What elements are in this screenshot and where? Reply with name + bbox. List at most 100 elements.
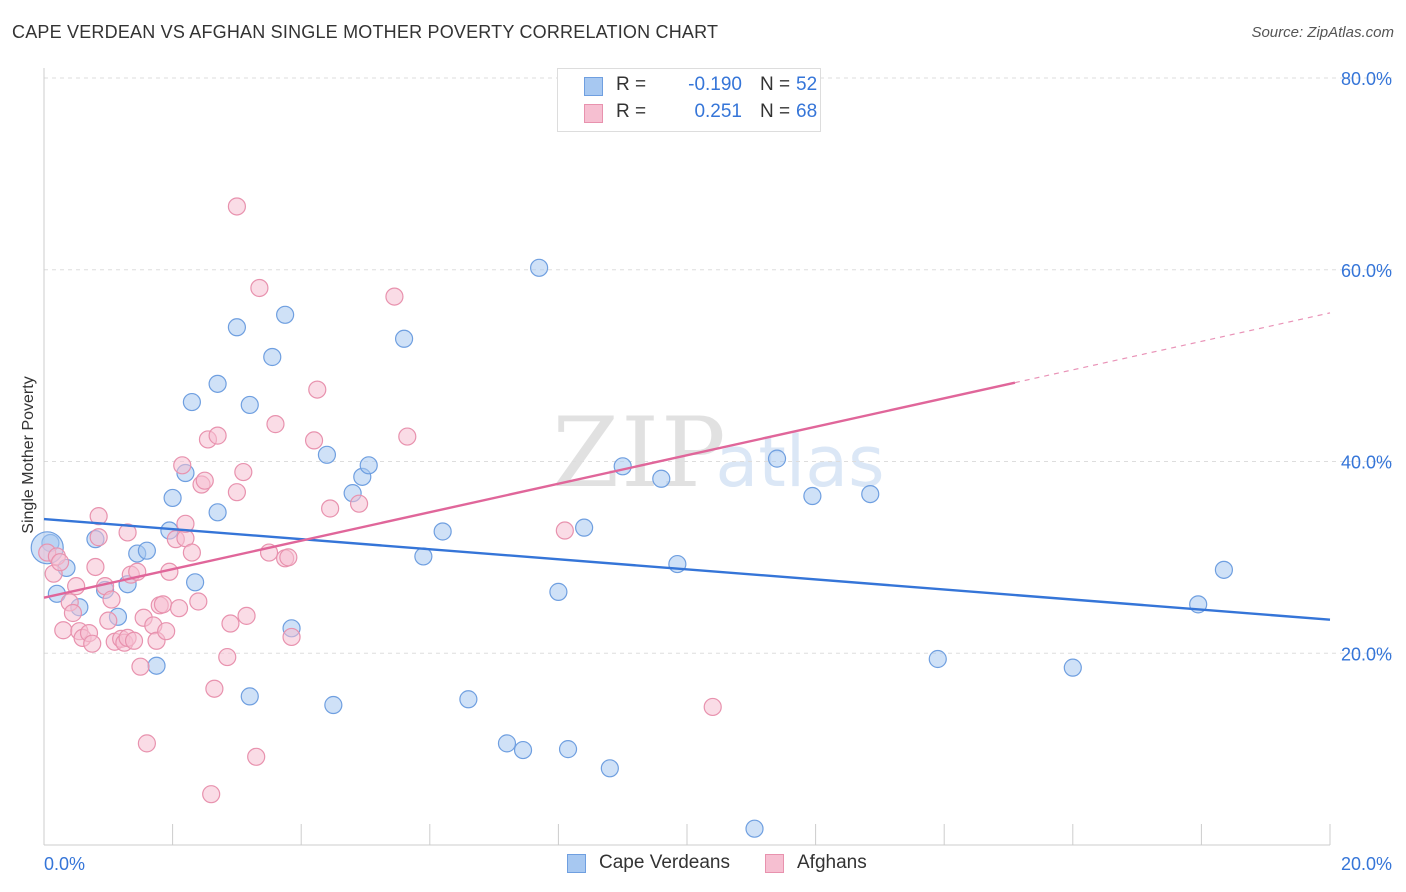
point-afghan [169,599,189,618]
point-cape-verdean [227,318,246,337]
point-cape-verdean [208,374,227,393]
x-tick-label: 0.0% [44,854,85,874]
point-cape-verdean [137,541,156,560]
point-afghan [176,514,195,533]
point-afghan [321,499,340,518]
point-cape-verdean [1214,560,1234,579]
point-afghan [237,606,256,625]
point-afghan [124,631,144,650]
point-afghan [50,553,70,572]
point-afghan [227,197,246,216]
point-afghan [208,426,227,445]
point-cape-verdean [263,347,282,367]
point-cape-verdean [767,449,787,468]
point-afghan [173,456,192,475]
point-afghan [227,483,246,502]
point-afghan [86,557,105,577]
point-cape-verdean [575,518,594,537]
point-cape-verdean [1063,658,1082,677]
point-afghan [63,603,83,623]
point-cape-verdean [324,695,343,715]
y-tick-label: 40.0% [1341,453,1392,473]
point-afghan [266,415,285,434]
point-cape-verdean [394,329,414,348]
point-afghan [218,647,237,667]
r-value: -0.190 [688,74,742,95]
point-cape-verdean [147,656,166,675]
stats-box: R = -0.190 N = 52 R = 0.251 N = 68 [557,68,821,132]
trendline-afghans-extension [1014,312,1331,384]
point-afghan [250,278,269,298]
point-afghan [157,622,176,641]
point-cape-verdean [861,484,880,504]
point-afghan [89,528,108,547]
tick-labels: 20.0% 40.0% 60.0% 80.0% 0.0% 20.0% [44,69,1392,874]
n-value: 52 [796,74,818,95]
y-tick-label: 60.0% [1341,261,1392,281]
point-afghan [247,747,266,766]
point-cape-verdean [745,819,764,838]
point-afghan [102,590,121,609]
point-cape-verdean [163,488,182,508]
point-cape-verdean [803,486,822,506]
y-tick-label: 80.0% [1341,69,1392,89]
point-cape-verdean [317,445,337,464]
point-cape-verdean [513,740,533,760]
point-afghan [153,595,173,614]
point-afghan [205,679,224,698]
point-cape-verdean [276,305,295,324]
point-afghan [282,627,301,647]
n-value: 68 [796,101,818,122]
r-label: R = [616,74,647,95]
point-afghan [89,507,108,526]
chart-title: CAPE VERDEAN VS AFGHAN SINGLE MOTHER POV… [12,22,719,42]
point-cape-verdean [240,687,259,706]
point-cape-verdean [182,392,201,412]
trendline-afghans [43,381,1016,599]
point-afghan [54,621,73,640]
point-cape-verdean [928,649,947,669]
trendline-cape-verdeans [43,517,1331,621]
point-afghan [195,471,214,490]
point-cape-verdean [414,547,433,566]
r-label: R = [616,101,647,122]
point-afghan [221,614,240,633]
legend-label: Afghans [797,852,867,873]
point-cape-verdean [613,457,632,476]
point-afghan [304,431,324,450]
stats-swatch-pink [584,104,603,123]
point-afghan [99,611,118,630]
legend-label: Cape Verdeans [599,852,730,873]
point-afghan [398,427,417,446]
watermark: ZIP atlas [552,397,884,509]
point-afghan [234,462,253,482]
point-afghan [189,592,208,611]
point-afghan [182,543,201,562]
point-afghan [137,734,156,753]
point-cape-verdean [240,395,259,415]
r-value: 0.251 [694,101,742,122]
point-afghan [131,657,150,676]
point-afghan [349,494,369,513]
point-cape-verdean [459,690,478,709]
point-afghan [279,548,298,567]
point-afghan [703,697,722,717]
point-cape-verdean [497,734,517,753]
point-cape-verdean [558,740,578,759]
y-tick-label: 20.0% [1341,644,1392,664]
legend-swatch-blue [567,854,586,873]
point-cape-verdean [433,522,452,541]
point-cape-verdean [530,258,549,277]
point-afghan [118,523,137,542]
point-afghan [555,521,574,540]
n-label: N = [760,101,791,122]
point-afghan [83,634,102,653]
point-cape-verdean [652,469,671,488]
legend-swatch-pink [765,854,784,873]
data-points [30,197,1234,838]
stats-swatch-blue [584,77,603,96]
point-cape-verdean [600,759,619,778]
point-cape-verdean [208,503,227,522]
trend-lines [43,312,1331,621]
